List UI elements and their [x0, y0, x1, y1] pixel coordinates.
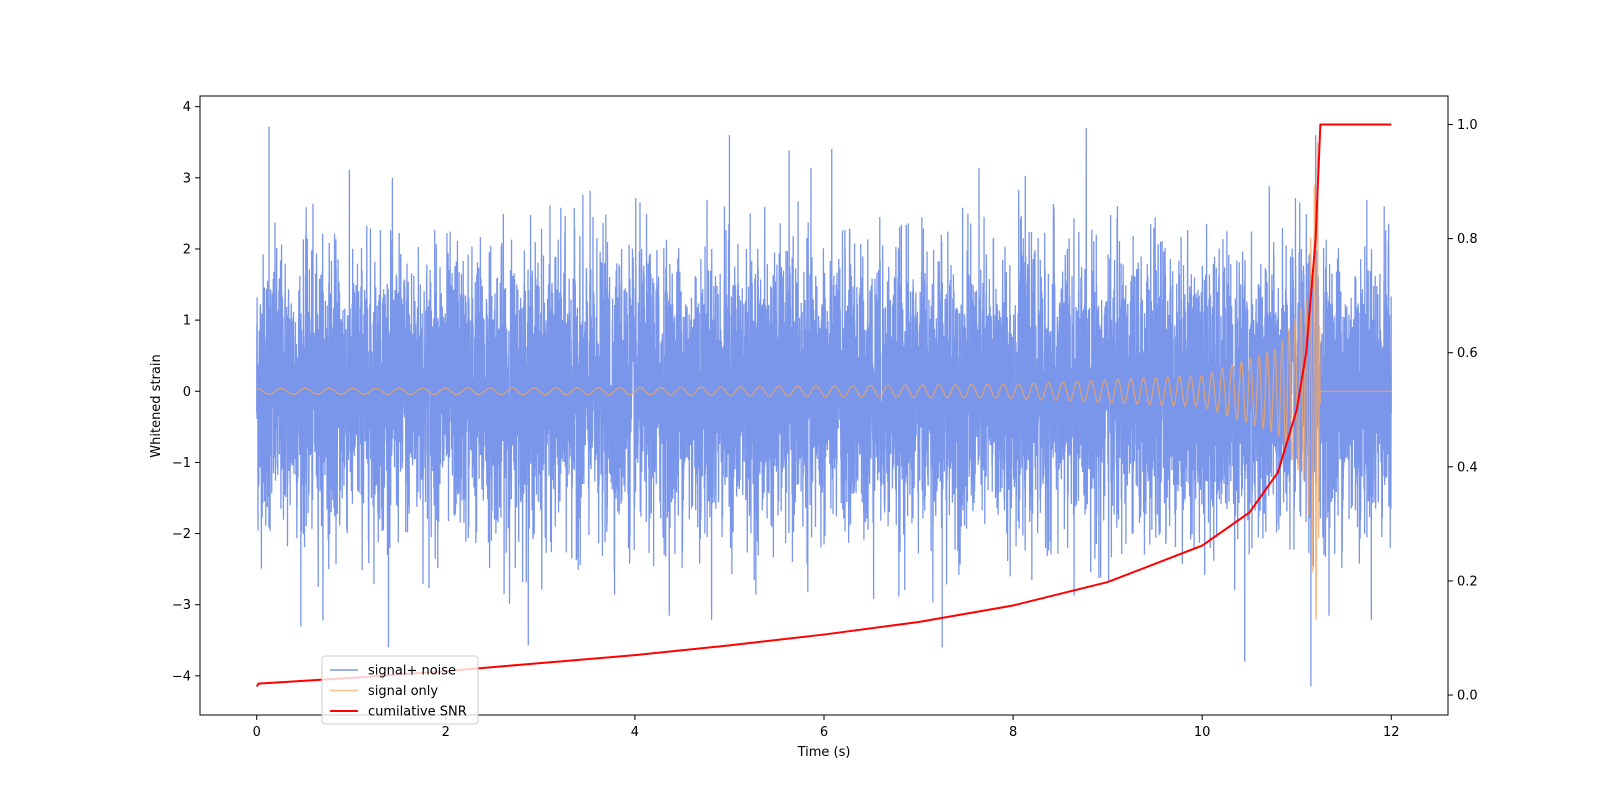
y-tick-label: 4 — [183, 100, 191, 115]
y-tick-label: 0 — [183, 385, 191, 400]
legend-label: signal+ noise — [368, 664, 456, 679]
x-tick-label: 12 — [1383, 725, 1400, 740]
series-layer — [255, 123, 1392, 688]
x-axis-label: Time (s) — [797, 745, 851, 760]
y2-tick-label: 0.6 — [1457, 346, 1478, 361]
series-signal-noise-line — [256, 126, 1392, 687]
legend-label: cumilative SNR — [368, 705, 467, 720]
y-tick-label: −1 — [172, 456, 191, 471]
y-tick-label: −3 — [172, 598, 191, 613]
y-tick-label: −4 — [172, 669, 191, 684]
y2-tick-label: 0.0 — [1457, 689, 1478, 704]
y-tick-label: 2 — [183, 242, 191, 257]
x-tick-label: 2 — [442, 725, 450, 740]
x-tick-label: 0 — [253, 725, 261, 740]
y2-tick-label: 0.4 — [1457, 460, 1478, 475]
y-tick-label: 1 — [183, 314, 191, 329]
series-signal-only-line — [256, 142, 1392, 621]
y-tick-label: 3 — [183, 171, 191, 186]
y-tick-label: −2 — [172, 527, 191, 542]
x-tick-label: 8 — [1009, 725, 1017, 740]
x-tick-label: 4 — [631, 725, 639, 740]
y2-tick-label: 0.2 — [1457, 574, 1478, 589]
legend-box — [321, 655, 479, 725]
legend-label: signal only — [368, 684, 438, 699]
legend: signal+ noise signal only cumilative SNR — [321, 655, 479, 725]
y2-tick-label: 0.8 — [1457, 232, 1478, 247]
x-tick-label: 10 — [1194, 725, 1211, 740]
y2-tick-label: 1.0 — [1457, 118, 1478, 133]
x-tick-label: 6 — [820, 725, 828, 740]
y-axis-label: Whitened strain — [149, 354, 164, 457]
